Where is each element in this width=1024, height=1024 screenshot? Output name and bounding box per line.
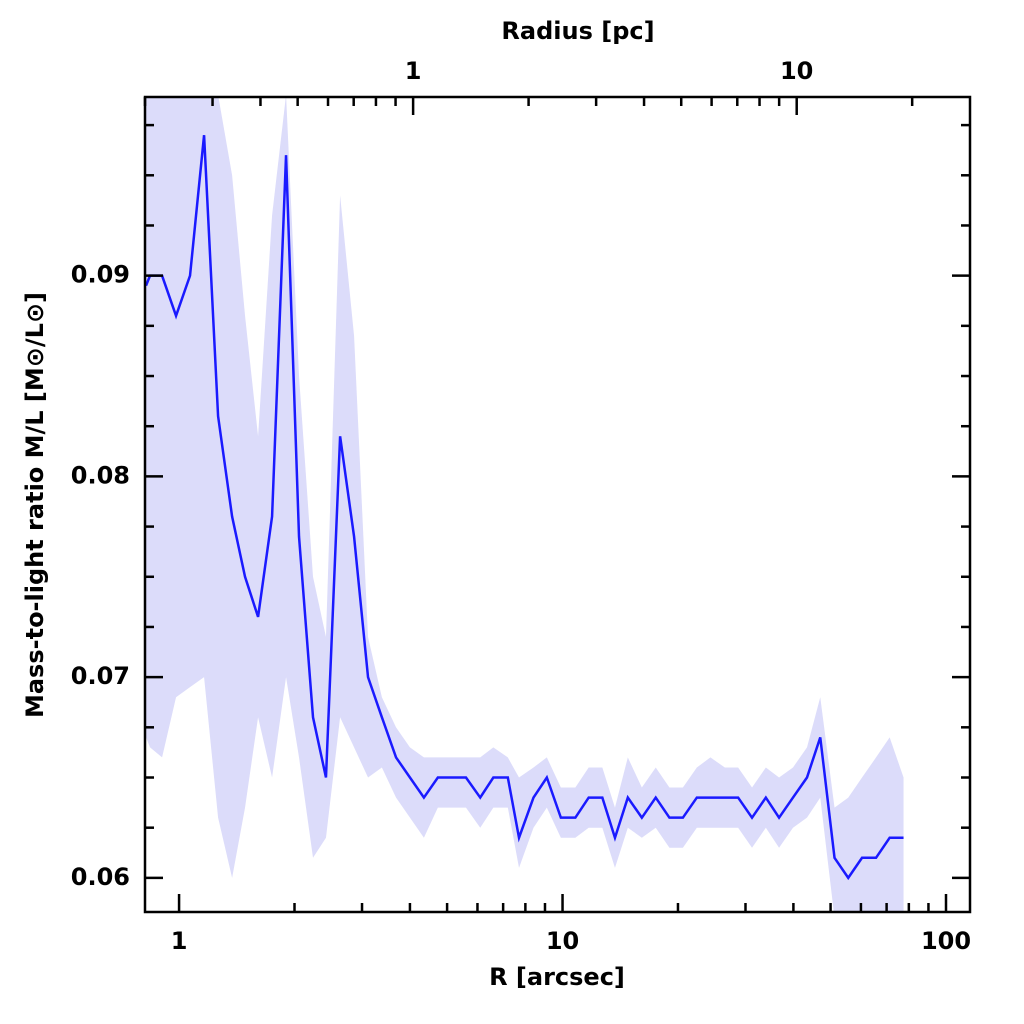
x-axis-label: R [arcsec] xyxy=(489,963,625,991)
y-tick-label: 0.06 xyxy=(71,863,130,891)
y-tick-label: 0.08 xyxy=(71,461,130,489)
x2-tick-label: 10 xyxy=(780,57,813,85)
error-band xyxy=(146,97,904,912)
data-line xyxy=(145,135,904,881)
x-tick-label: 100 xyxy=(921,927,971,955)
y-tick-label: 0.09 xyxy=(71,261,130,289)
y-axis-label: Mass-to-light ratio M/L [M⊙/L⊙] xyxy=(21,292,49,718)
plot-area xyxy=(145,97,904,912)
x-tick-label: 10 xyxy=(546,927,579,955)
top-axis-title: Radius [pc] xyxy=(501,17,654,45)
frame xyxy=(143,95,972,914)
y-tick-label: 0.07 xyxy=(71,662,130,690)
x2-tick-label: 1 xyxy=(405,57,422,85)
x-tick-label: 1 xyxy=(171,927,188,955)
